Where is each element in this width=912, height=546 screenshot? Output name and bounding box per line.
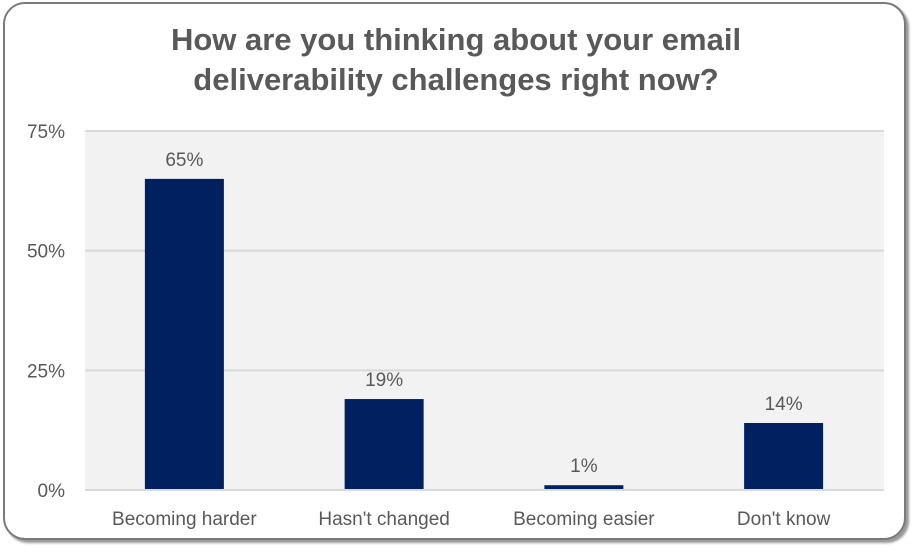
bar [144,178,224,489]
bar [544,485,624,489]
x-tick-label: Becoming harder [112,509,257,530]
x-tick-label: Don't know [737,509,831,530]
chart-title-line-2: deliverability challenges right now? [193,62,719,97]
data-label: 1% [570,456,598,477]
data-label: 19% [365,370,403,391]
x-tick-label: Becoming easier [513,509,655,530]
y-tick-label: 25% [27,361,65,382]
y-tick-label: 0% [38,481,66,502]
data-label: 14% [765,394,803,415]
y-tick-label: 50% [27,242,65,263]
bar [344,399,424,489]
bar [744,422,824,489]
x-tick-label: Hasn't changed [318,509,449,530]
data-label: 65% [165,150,203,171]
y-tick-label: 75% [27,122,65,143]
chart-title: How are you thinking about your email de… [0,20,912,100]
chart-title-line-1: How are you thinking about your email [170,22,742,57]
